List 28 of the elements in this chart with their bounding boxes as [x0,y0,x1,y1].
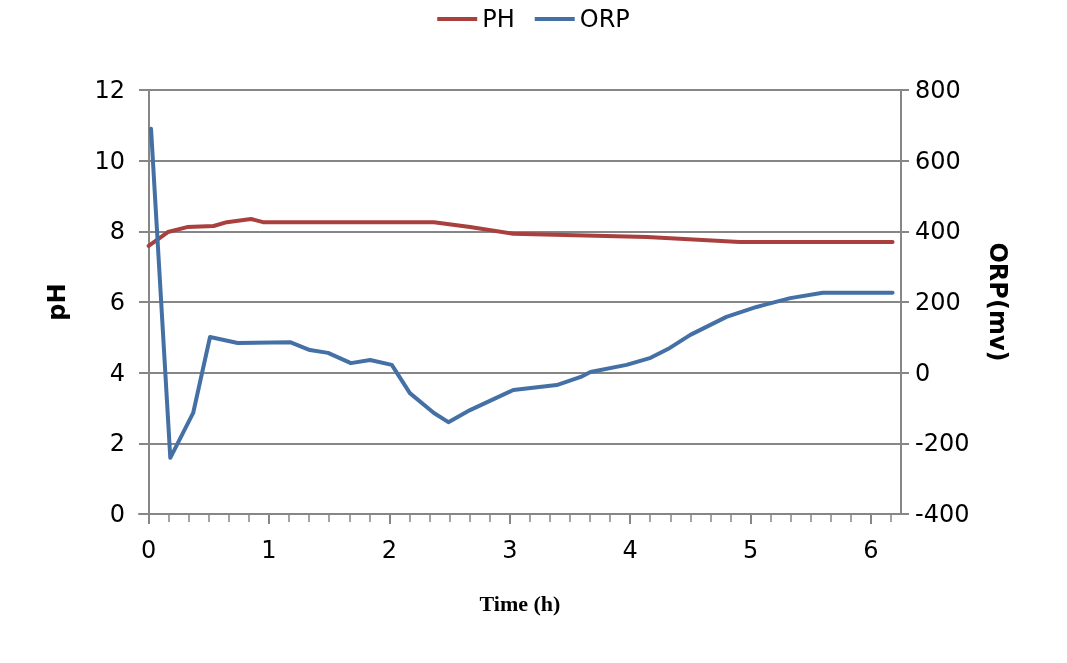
line-series [146,216,895,248]
y2-tick-label: 800 [915,76,961,104]
legend-label: ORP [579,5,630,33]
x-tick-label: 4 [622,536,638,564]
y-tick-label: 8 [109,217,125,246]
x-axis-title: Time (h) [479,590,561,616]
y-tick-label: 2 [109,429,125,458]
x-tick-label: 0 [140,536,157,564]
y-tick-label: 0 [109,500,125,528]
y2-tick-label: -400 [915,500,970,528]
y-tick-label: 4 [109,358,125,387]
line-series [149,126,895,460]
x-tick-label: 2 [381,536,398,564]
x-tick-label: 3 [502,536,518,564]
x-tick-label: 5 [742,536,759,564]
y-tick-label: 10 [94,146,125,175]
y2-axis-title: ORP(mv) [984,242,1012,362]
y2-tick-label: 200 [915,288,961,316]
y-tick-label: 6 [109,288,125,316]
x-tick-label: 6 [863,536,879,564]
y-axis-title: pH [43,283,71,321]
y2-tick-label: -200 [915,429,970,458]
legend-label: PH [482,5,515,33]
y-tick-label: 12 [94,76,125,104]
y2-tick-label: 600 [915,146,961,175]
y2-tick-label: 0 [915,358,931,387]
y2-tick-label: 400 [915,217,961,246]
x-tick-label: 1 [261,536,277,564]
